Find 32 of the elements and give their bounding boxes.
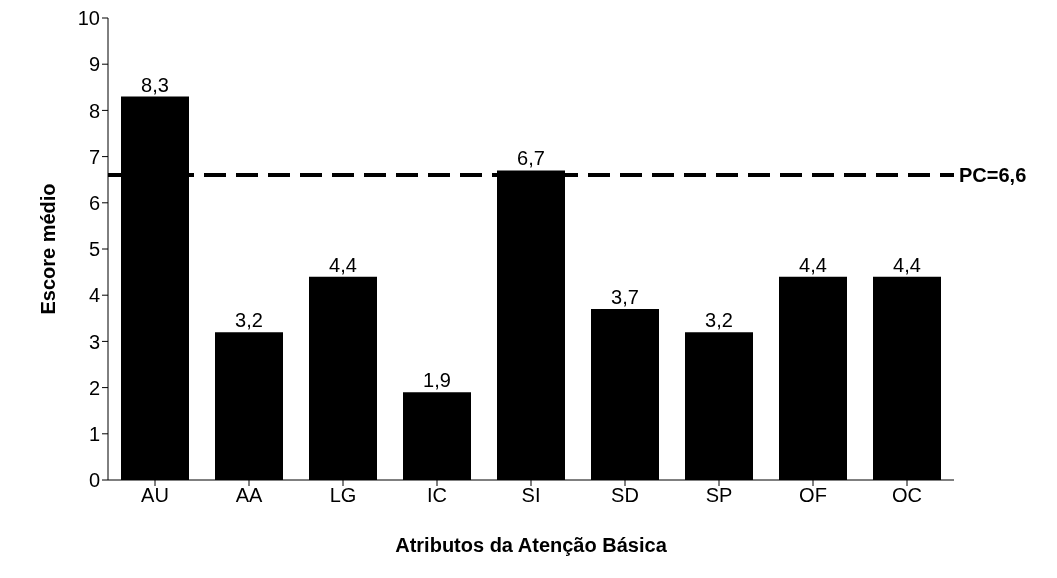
y-tick-label: 3	[88, 330, 100, 353]
data-label: 4,4	[329, 253, 357, 276]
y-tick-label: 6	[88, 191, 100, 214]
ref-line-label: PC=6,6	[959, 164, 1027, 187]
y-tick-label: 0	[88, 469, 100, 492]
x-tick-label: SI	[521, 484, 541, 507]
data-label: 3,2	[705, 309, 733, 332]
data-label: 6,7	[517, 147, 545, 170]
data-label: 8,3	[141, 73, 169, 96]
y-tick-label: 4	[88, 284, 100, 307]
y-tick-label: 1	[88, 422, 100, 445]
y-tick-label: 10	[77, 7, 100, 30]
y-tick-label: 8	[88, 99, 100, 122]
x-tick-label: AU	[141, 484, 169, 507]
data-label: 4,4	[799, 253, 827, 276]
y-tick-label: 2	[88, 376, 100, 399]
data-label: 3,2	[235, 309, 263, 332]
x-tick-label: OC	[892, 484, 922, 507]
y-tick-label: 9	[88, 53, 100, 76]
x-tick-label: IC	[427, 484, 447, 507]
y-axis-title: Escore médio	[37, 183, 60, 315]
data-label: 4,4	[893, 253, 921, 276]
y-tick-label: 5	[88, 238, 100, 261]
x-tick-label: AA	[235, 484, 263, 507]
data-label: 1,9	[423, 369, 451, 392]
x-tick-label: SD	[611, 484, 639, 507]
data-label: 3,7	[611, 286, 639, 309]
x-tick-label: OF	[799, 484, 827, 507]
x-tick-label: SP	[705, 484, 733, 507]
x-tick-label: LG	[329, 484, 357, 507]
x-axis-title: Atributos da Atenção Básica	[395, 534, 668, 556]
y-tick-label: 7	[88, 145, 100, 168]
